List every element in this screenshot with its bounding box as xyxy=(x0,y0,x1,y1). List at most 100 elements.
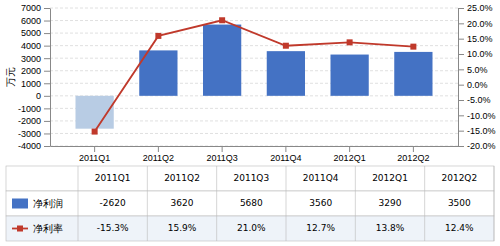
tick: -15.0% xyxy=(458,126,496,136)
table-row xyxy=(6,166,494,191)
data-table: 2011Q12011Q22011Q32011Q42012Q12012Q2净利润-… xyxy=(6,166,494,241)
legend-swatch xyxy=(12,199,28,209)
tick: 25.0% xyxy=(458,3,493,13)
legend-marker xyxy=(17,226,23,232)
data-label: 5680 xyxy=(240,198,263,208)
tick-mark xyxy=(44,121,50,122)
tick: 2011Q2 xyxy=(143,146,174,163)
table-border xyxy=(147,166,148,241)
tick-mark xyxy=(44,58,50,59)
bar xyxy=(267,51,305,96)
x-axis: 2011Q1 2011Q2 2011Q3 2011Q4 2012Q1 2012Q2 xyxy=(51,146,459,163)
tick-mark xyxy=(44,96,50,97)
tick-mark xyxy=(458,100,464,101)
data-label: 3500 xyxy=(448,198,471,208)
tick-mark xyxy=(458,8,464,9)
tick-label: -2000 xyxy=(18,116,41,126)
tick-mark xyxy=(44,83,50,84)
axis-line xyxy=(458,9,459,147)
tick-mark xyxy=(458,85,464,86)
axis-line xyxy=(50,9,51,147)
data-label: 3290 xyxy=(379,198,402,208)
table-cell: 2012Q2 xyxy=(441,173,477,183)
table-border xyxy=(216,166,217,241)
tick-label: 2011Q4 xyxy=(270,153,301,163)
tick: 2011Q4 xyxy=(270,146,301,163)
tick-label: -20.0% xyxy=(467,141,496,151)
table-cell: 2012Q1 xyxy=(372,173,408,183)
tick: 2011Q3 xyxy=(206,146,237,163)
tick: -2000 xyxy=(18,116,50,126)
line xyxy=(95,20,414,131)
tick-label: 2012Q2 xyxy=(397,153,429,163)
tick-mark xyxy=(44,8,50,9)
table-cell: 2011Q4 xyxy=(303,173,339,183)
tick-label: 5000 xyxy=(21,28,41,38)
grid-line xyxy=(50,20,458,21)
tick-label: 2011Q2 xyxy=(143,153,174,163)
tick: 7000 xyxy=(21,3,50,13)
tick: -20.0% xyxy=(458,141,496,151)
tick-label: 4000 xyxy=(21,41,41,51)
grid-line xyxy=(50,146,458,147)
tick-mark xyxy=(44,21,50,22)
tick-label: 20.0% xyxy=(467,19,493,29)
tick: 0 xyxy=(36,91,50,101)
tick: 2012Q1 xyxy=(334,146,366,163)
data-label: 12.4% xyxy=(445,223,474,233)
table-cell: 2011Q3 xyxy=(233,173,269,183)
data-label: 13.8% xyxy=(376,223,405,233)
y-axis-title: 万元 xyxy=(5,67,16,87)
axis-line xyxy=(51,146,459,147)
tick-label: 2012Q1 xyxy=(334,153,366,163)
tick-mark xyxy=(44,108,50,109)
tick-mark xyxy=(458,115,464,116)
y-axis: -4000-3000-2000-100001000200030004000500… xyxy=(18,3,51,151)
marker xyxy=(410,44,416,50)
tick: 10.0% xyxy=(458,49,493,59)
tick: 2012Q2 xyxy=(397,146,429,163)
tick-label: 2011Q3 xyxy=(206,153,237,163)
table-border xyxy=(355,166,356,241)
tick-label: 0 xyxy=(36,91,41,101)
bar xyxy=(203,25,241,96)
tick-label: 3000 xyxy=(21,54,41,64)
tick-label: 15.0% xyxy=(467,34,493,44)
tick-mark xyxy=(44,71,50,72)
tick-label: -10.0% xyxy=(467,111,496,121)
tick-label: -1000 xyxy=(18,104,41,114)
tick: 2011Q1 xyxy=(79,146,110,163)
data-label: 3560 xyxy=(309,198,332,208)
tick: 3000 xyxy=(21,54,50,64)
table-border xyxy=(78,166,79,241)
tick-label: 10.0% xyxy=(467,49,493,59)
tick-mark xyxy=(458,23,464,24)
tick-label: 2000 xyxy=(21,66,41,76)
tick-mark xyxy=(458,69,464,70)
marks xyxy=(76,17,433,134)
marker xyxy=(155,33,161,39)
bar xyxy=(331,55,369,96)
tick-label: 5.0% xyxy=(467,65,488,75)
tick-mark xyxy=(158,146,159,152)
table-row xyxy=(6,216,494,241)
table-border xyxy=(424,166,425,241)
tick-mark xyxy=(413,146,414,152)
tick-label: 2011Q1 xyxy=(79,153,110,163)
data-label: -15.3% xyxy=(97,223,129,233)
tick-mark xyxy=(222,146,223,152)
tick: -10.0% xyxy=(458,111,496,121)
tick-mark xyxy=(44,33,50,34)
grid-line xyxy=(50,133,458,134)
legend-label: 净利润 xyxy=(33,198,63,209)
tick: 5.0% xyxy=(458,65,488,75)
table-border xyxy=(494,166,495,241)
bar xyxy=(394,52,432,96)
marker xyxy=(219,17,225,23)
tick-label: -4000 xyxy=(18,141,41,151)
data-label: -2620 xyxy=(100,198,126,208)
tick-mark xyxy=(285,146,286,152)
tick-mark xyxy=(458,39,464,40)
tick: 4000 xyxy=(21,41,50,51)
tick-mark xyxy=(44,133,50,134)
